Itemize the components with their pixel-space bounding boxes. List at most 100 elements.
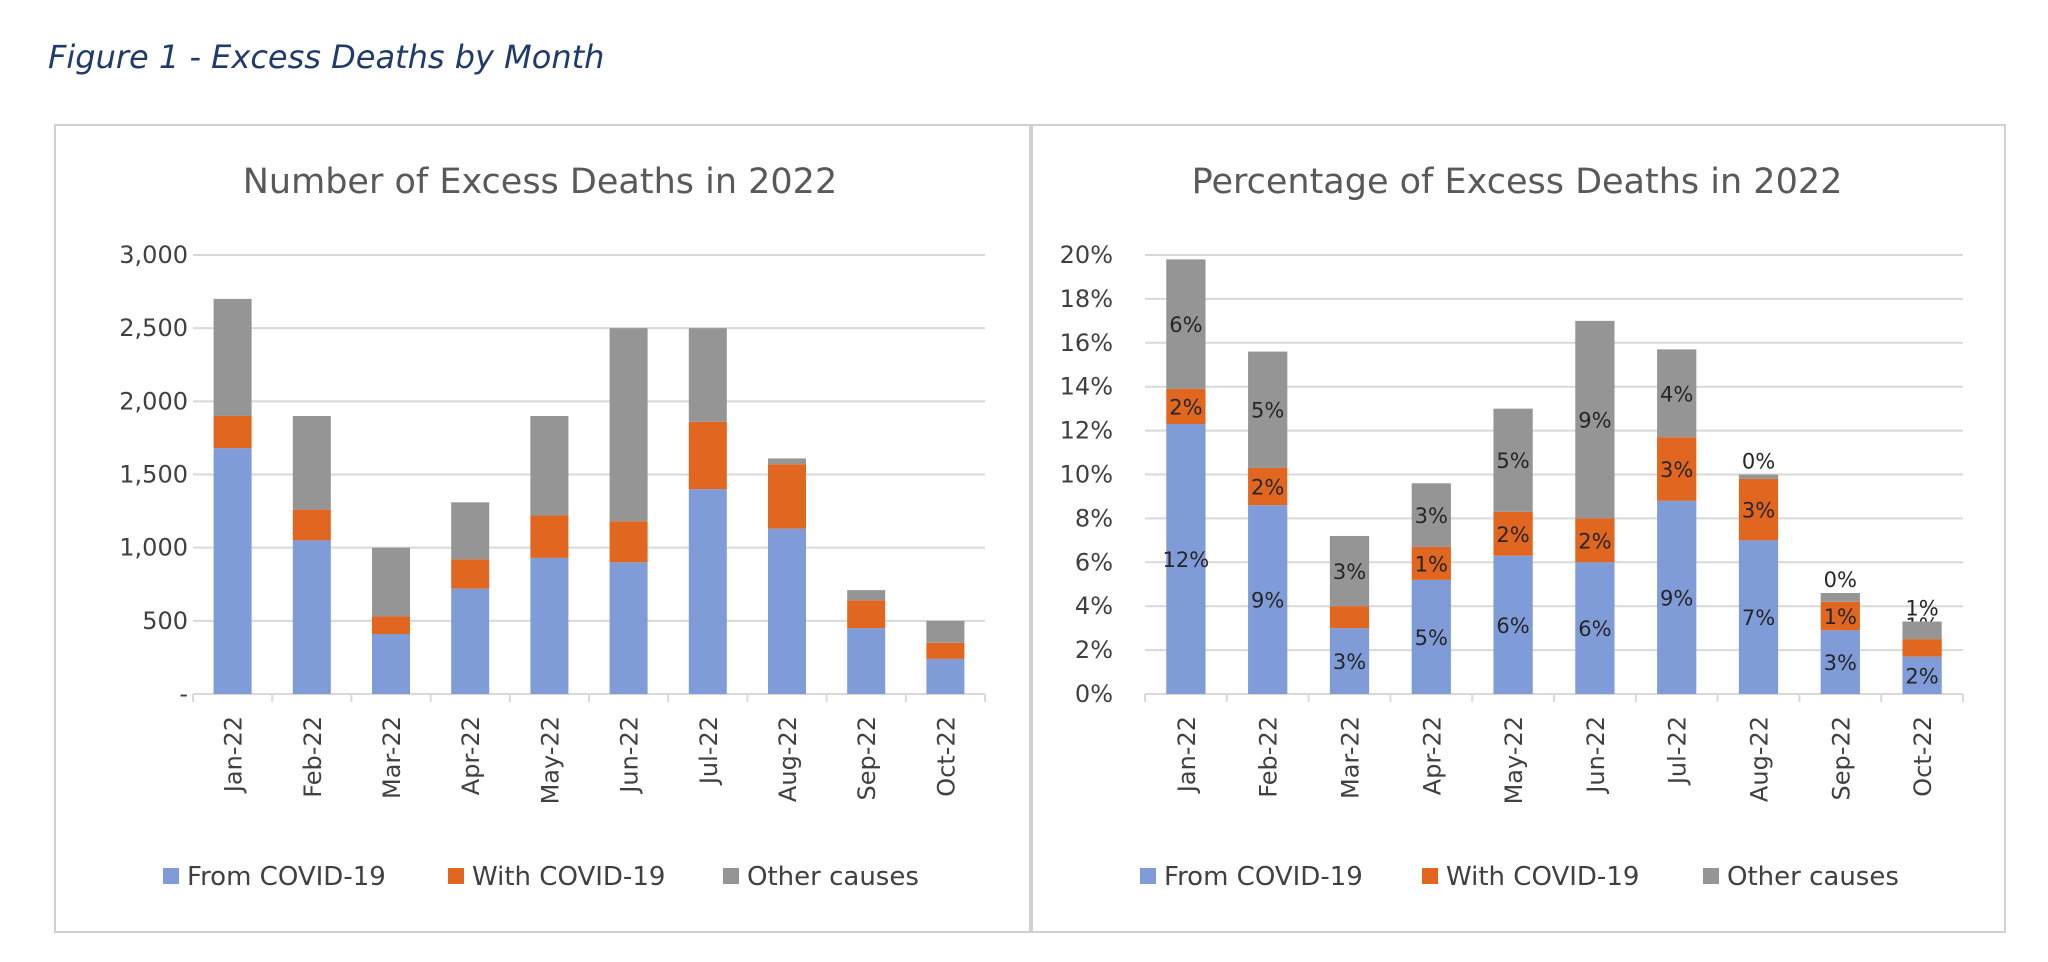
- bar-other-causes-sep-22: [1820, 593, 1860, 602]
- bar-from-covid-19-jun-22: [1575, 562, 1615, 694]
- bar-from-covid-19-apr-22: [1411, 579, 1451, 694]
- bar-with-covid-19-apr-22: [451, 559, 490, 589]
- data-label: 4%: [1660, 382, 1693, 406]
- bar-from-covid-19-apr-22: [451, 588, 490, 694]
- y-tick-label: 0%: [1075, 680, 1113, 708]
- y-tick-label: 10%: [1060, 461, 1113, 489]
- data-label: 6%: [1169, 313, 1202, 337]
- bar-other-causes-apr-22: [451, 502, 490, 560]
- y-tick-label: 8%: [1075, 504, 1113, 532]
- legend-swatch: [723, 868, 739, 884]
- x-tick-label: May-22: [536, 716, 564, 804]
- bar-other-causes-oct-22: [926, 620, 965, 643]
- data-label: 5%: [1251, 399, 1284, 423]
- data-label: 6%: [1496, 614, 1529, 638]
- bar-with-covid-19-may-22: [530, 515, 569, 558]
- legend-label: With COVID-19: [1446, 862, 1639, 892]
- y-tick-label: 2,000: [119, 387, 188, 415]
- y-tick-label: 18%: [1060, 285, 1113, 313]
- y-tick-label: 500: [142, 607, 188, 635]
- y-tick-label: -: [179, 680, 188, 708]
- bar-from-covid-19-mar-22: [1329, 628, 1370, 694]
- data-label: 3%: [1333, 560, 1366, 584]
- chart-1: Number of Excess Deaths in 2022 - 500 1,000…: [54, 124, 1031, 933]
- data-label: 12%: [1163, 548, 1210, 572]
- data-label: 0%: [1742, 450, 1775, 474]
- bar-from-covid-19-jul-22: [688, 489, 727, 694]
- legend-label: From COVID-19: [1164, 862, 1363, 892]
- legend-label: From COVID-19: [187, 862, 386, 892]
- bar-with-covid-19-oct-22: [1902, 639, 1942, 657]
- legend-swatch: [1140, 868, 1156, 884]
- data-label: 0%: [1824, 568, 1857, 592]
- figure-title: Figure 1 - Excess Deaths by Month: [48, 38, 605, 76]
- x-tick-label: Jun-22: [616, 716, 644, 795]
- legend-swatch: [1703, 868, 1719, 884]
- bar-with-covid-19-jun-22: [609, 521, 648, 563]
- x-tick-label: Feb-22: [299, 716, 327, 798]
- bar-other-causes-mar-22: [371, 547, 411, 617]
- x-tick-label: Jun-22: [1582, 716, 1610, 795]
- y-tick-label: 6%: [1075, 548, 1113, 576]
- legend-swatch: [448, 868, 464, 884]
- data-label: 2%: [1578, 529, 1611, 553]
- x-tick-label: May-22: [1500, 716, 1528, 804]
- bar-with-covid-19-sep-22: [1820, 601, 1860, 631]
- data-label: 6%: [1578, 617, 1611, 641]
- y-tick-label: 1,000: [119, 534, 188, 562]
- y-tick-label: 20%: [1060, 241, 1113, 269]
- y-tick-label: 3,000: [119, 241, 188, 269]
- data-label: 2%: [1251, 476, 1284, 500]
- bar-other-causes-may-22: [530, 415, 569, 516]
- bar-with-covid-19-jul-22: [688, 421, 727, 490]
- data-label: 9%: [1660, 586, 1693, 610]
- y-tick-label: 16%: [1060, 329, 1113, 357]
- data-label: 3%: [1742, 499, 1775, 523]
- legend-label: Other causes: [747, 862, 919, 892]
- data-label: 9%: [1251, 589, 1284, 613]
- bar-from-covid-19-mar-22: [371, 634, 411, 694]
- chart-title: Number of Excess Deaths in 2022: [243, 162, 837, 202]
- x-tick-label: Mar-22: [378, 716, 406, 799]
- x-tick-label: Apr-22: [1418, 716, 1446, 795]
- bar-other-causes-feb-22: [292, 415, 331, 510]
- bar-with-covid-19-feb-22: [1248, 467, 1288, 506]
- chart-2: Percentage of Excess Deaths in 2022 0% 2% 4…: [1031, 124, 2006, 933]
- x-tick-label: Oct-22: [1909, 716, 1937, 797]
- data-label: 3%: [1824, 651, 1857, 675]
- x-tick-label: Aug-22: [1746, 716, 1774, 802]
- bar-other-causes-sep-22: [847, 590, 886, 601]
- bar-other-causes-aug-22: [767, 458, 807, 465]
- x-tick-label: Feb-22: [1255, 716, 1283, 798]
- bar-with-covid-19-feb-22: [292, 509, 331, 541]
- bar-other-causes-may-22: [1493, 408, 1533, 512]
- x-tick-label: Jul-22: [1664, 716, 1692, 786]
- data-label: 9%: [1578, 409, 1611, 433]
- data-label: 2%: [1496, 523, 1529, 547]
- bar-from-covid-19-jun-22: [609, 562, 648, 694]
- y-tick-label: 2,500: [119, 314, 188, 342]
- bar-from-covid-19-oct-22: [1902, 656, 1942, 694]
- data-label: 2%: [1905, 664, 1938, 688]
- bar-other-causes-jul-22: [688, 328, 727, 422]
- data-label: 3%: [1333, 650, 1366, 674]
- bar-from-covid-19-aug-22: [1738, 540, 1779, 694]
- legend-swatch: [163, 868, 179, 884]
- chart-title: Percentage of Excess Deaths in 2022: [1192, 162, 1843, 202]
- legend-label: Other causes: [1727, 862, 1899, 892]
- bar-from-covid-19-feb-22: [1248, 505, 1288, 694]
- data-label: 7%: [1742, 606, 1775, 630]
- bar-from-covid-19-feb-22: [292, 540, 331, 694]
- bar-from-covid-19-aug-22: [767, 528, 807, 694]
- bar-other-causes-oct-22: [1902, 621, 1942, 640]
- y-tick-label: 14%: [1060, 373, 1113, 401]
- bar-from-covid-19-jan-22: [213, 448, 252, 694]
- bar-from-covid-19-sep-22: [1820, 630, 1860, 694]
- x-tick-label: Sep-22: [853, 716, 881, 800]
- data-label: 2%: [1169, 395, 1202, 419]
- bar-other-causes-apr-22: [1411, 483, 1451, 547]
- x-tick-label: Mar-22: [1337, 716, 1365, 799]
- bar-from-covid-19-may-22: [1493, 555, 1533, 694]
- bar-from-covid-19-jul-22: [1657, 500, 1697, 694]
